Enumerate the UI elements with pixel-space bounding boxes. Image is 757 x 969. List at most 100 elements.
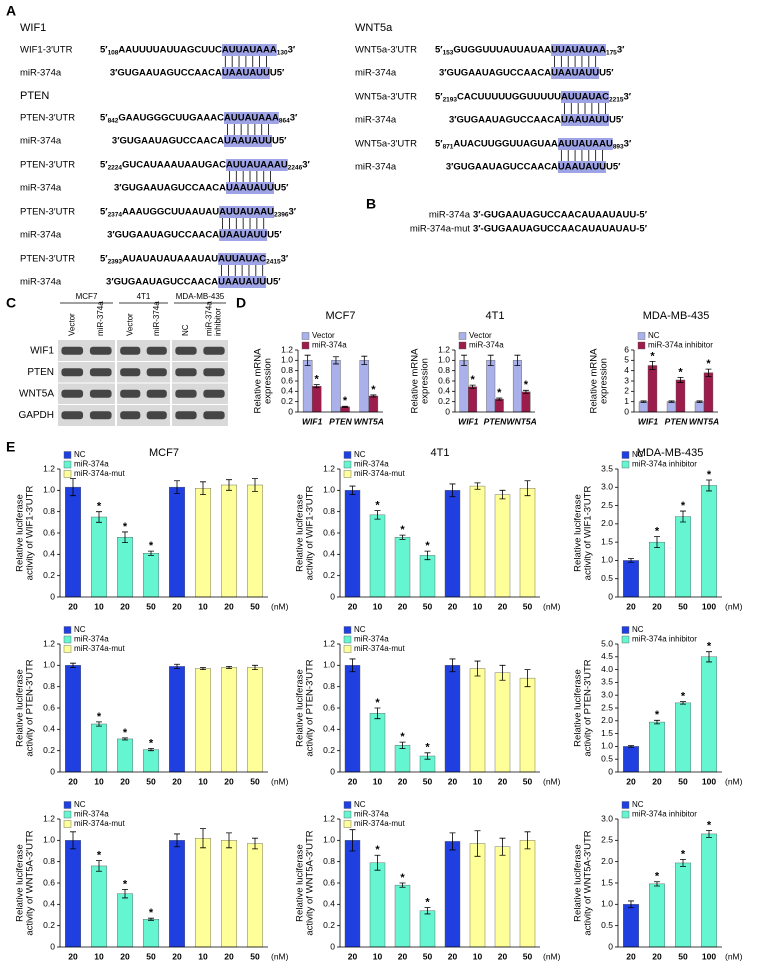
error-bar xyxy=(424,907,431,915)
position-number: 108 xyxy=(108,50,119,57)
error-bar xyxy=(370,394,377,398)
panel-letter: A xyxy=(6,3,16,19)
position-number: 2246 xyxy=(288,165,303,172)
legend-label: miR-374a inhibitor xyxy=(648,341,713,350)
y-tick-label: 0.5 xyxy=(601,753,613,763)
bar xyxy=(64,486,81,598)
mir-name: miR-374a-mut xyxy=(410,224,471,235)
seed-highlight xyxy=(551,67,600,79)
significance-mark: * xyxy=(706,358,711,370)
y-tick-label: 0 xyxy=(50,591,55,601)
bar xyxy=(394,745,411,773)
bar xyxy=(344,840,361,948)
x-tick-label: 20 xyxy=(448,951,458,961)
mir-label: miR-374a xyxy=(355,115,397,126)
utr-sequence: AUUAUAAA xyxy=(222,45,277,56)
bar xyxy=(419,555,436,598)
utr-sequence: 3′ xyxy=(289,207,297,218)
mir-sequence: U5′ xyxy=(609,115,624,126)
y-axis-label: Relative luciferase xyxy=(295,669,306,747)
utr-label: WNT5a-3′UTR xyxy=(355,92,417,103)
x-tick-label: PTEN xyxy=(484,416,508,426)
legend-label: NC xyxy=(632,625,644,634)
mir-sequence: 3′-GUGAAUAGUCCAACAUA xyxy=(473,224,602,235)
band xyxy=(203,368,225,377)
y-tick-label: 0.4 xyxy=(43,899,55,909)
bar xyxy=(469,843,486,948)
protein-label: WIF1 xyxy=(30,345,54,356)
error-bar xyxy=(304,354,311,366)
y-tick-label: 0 xyxy=(330,941,335,951)
band xyxy=(61,368,84,377)
utr-sequence: 3′ xyxy=(290,113,298,124)
band xyxy=(89,368,112,377)
chart-title: 4T1 xyxy=(486,310,505,322)
y-tick-label: 0.6 xyxy=(438,375,450,385)
band xyxy=(175,411,197,420)
x-tick-label: 20 xyxy=(120,776,130,786)
bar xyxy=(701,485,718,598)
panel-letter: D xyxy=(236,295,246,311)
y-tick-label: 0.8 xyxy=(323,506,335,516)
significance-mark: * xyxy=(371,384,376,396)
error-bar xyxy=(474,660,481,677)
seed-highlight xyxy=(561,91,610,103)
bar xyxy=(246,484,263,598)
significance-mark: * xyxy=(123,727,128,739)
x-tick-label: 20 xyxy=(626,601,636,611)
x-tick-label: 20 xyxy=(498,776,508,786)
bar xyxy=(142,553,159,598)
x-tick-label: 20 xyxy=(626,951,636,961)
y-tick-label: 5 xyxy=(624,355,629,365)
bar xyxy=(116,893,133,948)
significance-mark: * xyxy=(400,524,405,536)
legend-label: miR-374a xyxy=(354,810,389,819)
legend-label: miR-374a xyxy=(74,635,109,644)
y-tick-label: 2.0 xyxy=(601,518,613,528)
bar xyxy=(331,360,341,413)
mir-seed: UAAUAUU xyxy=(561,115,609,126)
error-bar xyxy=(487,354,494,366)
y-axis-label: activity of WIF1-3′UTR xyxy=(305,486,316,581)
error-bar xyxy=(70,478,76,497)
error-bar xyxy=(649,360,656,371)
legend-swatch xyxy=(301,332,310,340)
x-tick-label: 100 xyxy=(702,776,716,786)
y-tick-label: 4 xyxy=(624,365,629,375)
mir-seed: UAAUAUU xyxy=(558,162,606,173)
y-tick-label: 0.8 xyxy=(43,856,55,866)
x-tick-label: 20 xyxy=(224,601,234,611)
seed-highlight xyxy=(221,44,277,56)
error-bar xyxy=(200,481,206,495)
error-bar xyxy=(449,832,456,851)
error-bar xyxy=(705,368,712,377)
y-tick-label: 1.2 xyxy=(323,463,335,473)
y-tick-label: 2.5 xyxy=(601,500,613,510)
legend-swatch xyxy=(63,460,72,469)
x-tick-label: 10 xyxy=(373,776,383,786)
error-bar xyxy=(654,536,660,549)
bar xyxy=(368,395,379,413)
y-axis-label: activity of PTEN-3′UTR xyxy=(583,659,594,756)
significance-mark: * xyxy=(678,366,683,378)
bar xyxy=(494,398,504,413)
y-tick-label: 1.0 xyxy=(323,835,335,845)
bar xyxy=(90,865,107,948)
lane-label: NC xyxy=(181,324,190,336)
y-tick-label: 1.2 xyxy=(323,813,335,823)
utr-sequence: AUUAUAAU xyxy=(558,139,613,150)
x-tick-label: 50 xyxy=(423,951,433,961)
error-bar xyxy=(200,667,206,670)
x-tick-label: 20 xyxy=(652,951,662,961)
y-tick-label: 0.4 xyxy=(281,386,293,396)
error-bar xyxy=(706,479,712,492)
utr-sequence: 3′ xyxy=(288,45,296,56)
significance-mark: * xyxy=(97,501,102,513)
y-tick-label: 0.2 xyxy=(323,920,335,930)
x-tick-label: 20 xyxy=(348,601,358,611)
x-tick-label: PTEN xyxy=(329,416,353,426)
y-tick-label: 0.6 xyxy=(323,527,335,537)
position-number: 175 xyxy=(606,50,617,57)
